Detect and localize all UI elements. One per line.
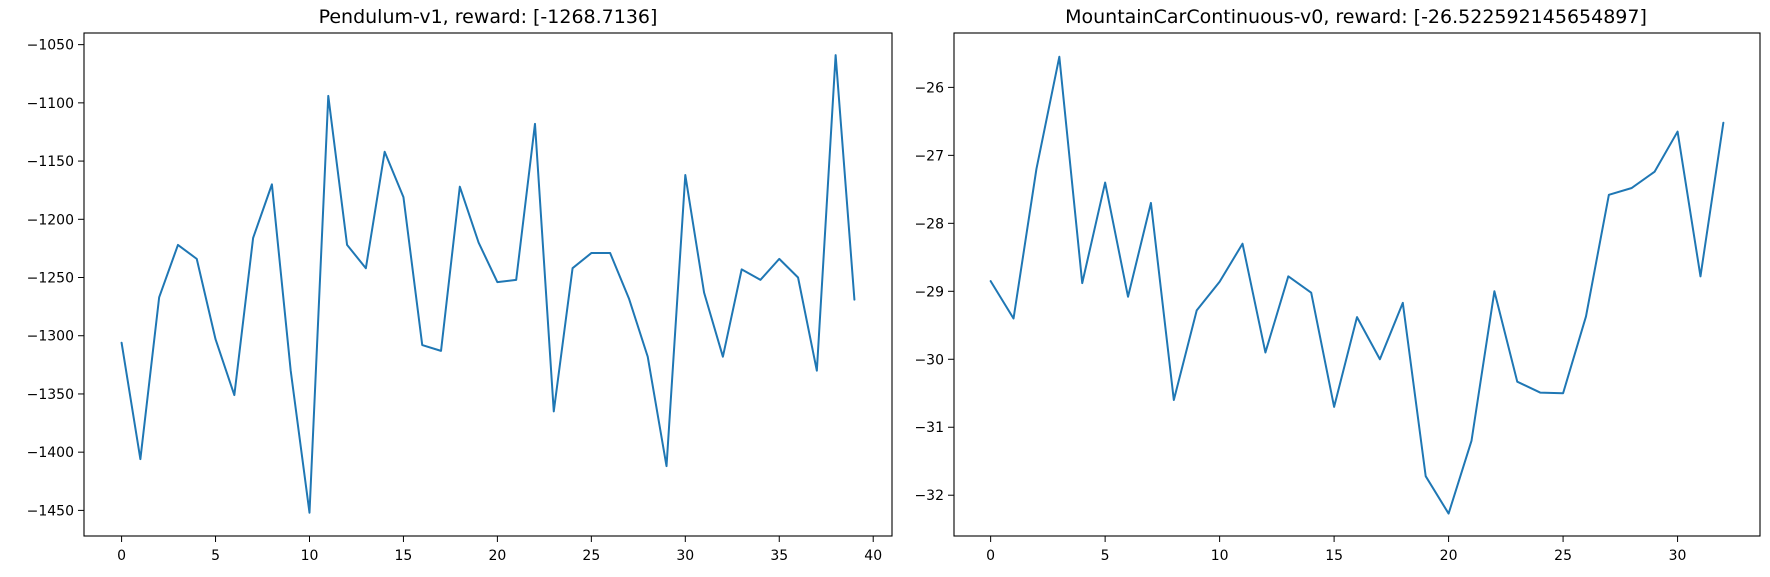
x-tick-label: 40	[864, 548, 882, 564]
x-tick-label: 15	[1325, 548, 1343, 564]
y-tick-label: −29	[914, 284, 944, 300]
axes-frame	[953, 32, 1761, 537]
axis-ticks: 0 5 10 15 20 25 30 35 40 −1450 −1400 −1350 −1300 −125…	[27, 38, 882, 564]
x-tick-label: 25	[1554, 548, 1572, 564]
y-tick-label: −1250	[27, 271, 74, 287]
y-tick-label: −1300	[27, 329, 74, 345]
chart-mountaincar: MountainCarContinuous-v0, reward: [-26.5…	[914, 6, 1761, 564]
x-tick-label: 20	[488, 548, 506, 564]
y-tick-label: −1450	[27, 503, 74, 519]
x-tick-label: 0	[117, 548, 126, 564]
x-tick-label: 5	[211, 548, 220, 564]
y-tick-label: −1400	[27, 445, 74, 461]
y-tick-label: −26	[914, 80, 944, 96]
x-tick-label: 10	[1211, 548, 1229, 564]
y-tick-label: −1350	[27, 387, 74, 403]
x-tick-label: 10	[301, 548, 319, 564]
x-tick-label: 15	[395, 548, 413, 564]
x-tick-label: 20	[1440, 548, 1458, 564]
series-line	[120, 54, 856, 514]
series-line	[989, 55, 1725, 515]
axis-ticks: 0 5 10 15 20 25 30 −32 −31 −30 −29 −28 −27 −26	[914, 80, 1686, 564]
y-tick-label: −32	[914, 488, 944, 504]
x-tick-label: 35	[770, 548, 788, 564]
x-tick-label: 30	[1669, 548, 1687, 564]
axes-frame	[83, 32, 893, 537]
y-tick-label: −28	[914, 216, 944, 232]
x-tick-label: 25	[582, 548, 600, 564]
x-tick-label: 0	[986, 548, 995, 564]
y-tick-label: −1100	[27, 96, 74, 112]
y-tick-label: −1050	[27, 38, 74, 54]
x-tick-label: 5	[1101, 548, 1110, 564]
y-tick-label: −31	[914, 420, 944, 436]
chart-pendulum: Pendulum-v1, reward: [-1268.7136] 0 5 10 15…	[27, 6, 893, 564]
y-tick-label: −1200	[27, 212, 74, 228]
y-tick-label: −27	[914, 148, 944, 164]
x-tick-label: 30	[676, 548, 694, 564]
chart-title: Pendulum-v1, reward: [-1268.7136]	[319, 6, 658, 28]
chart-title: MountainCarContinuous-v0, reward: [-26.5…	[1065, 6, 1647, 28]
y-tick-label: −30	[914, 352, 944, 368]
y-tick-label: −1150	[27, 154, 74, 170]
